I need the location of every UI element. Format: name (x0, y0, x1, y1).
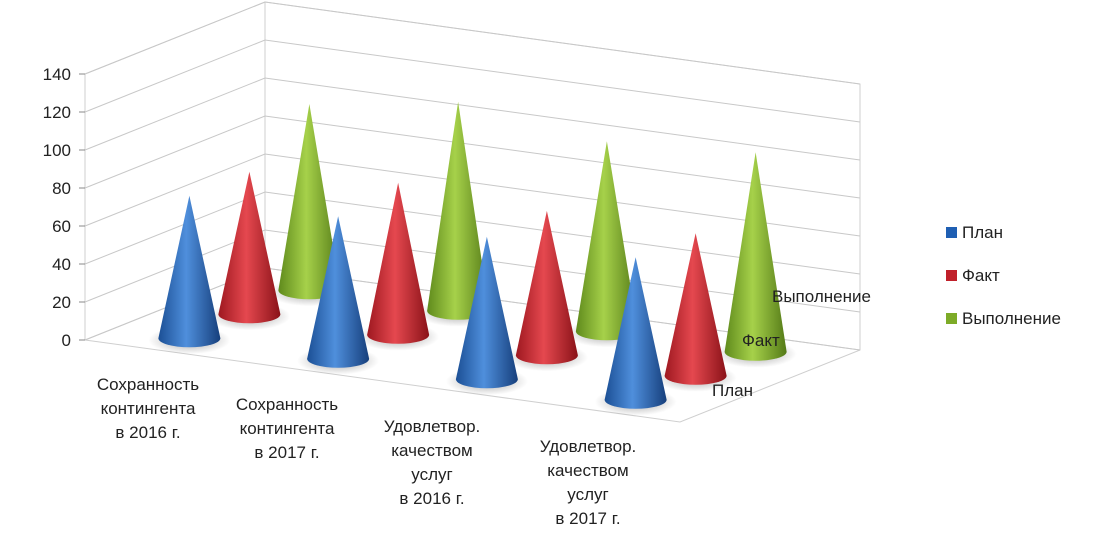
category-label-line: Сохранность (97, 375, 199, 394)
category-label-line: в 2017 г. (555, 509, 620, 528)
cone-Факт-0 (208, 171, 291, 331)
category-label-line: в 2017 г. (254, 443, 319, 462)
category-label-line: качеством (547, 461, 628, 480)
gridline (84, 153, 861, 237)
category-label-line: контингента (101, 399, 196, 418)
y-tick-label: 20 (52, 293, 71, 312)
cone-body (575, 141, 638, 341)
cone-Выполнение-3 (714, 152, 797, 368)
depth-label: План (712, 381, 753, 400)
legend-swatch (946, 270, 957, 281)
y-tick-label: 0 (62, 331, 71, 350)
category-label: Удовлетвор. качеством услуг в 2016 г. (384, 417, 481, 508)
cone-body (515, 210, 578, 365)
cone-Факт-2 (505, 210, 588, 372)
gridline (84, 1, 861, 85)
legend-swatch (946, 227, 957, 238)
category-label: Удовлетвор. качеством услуг в 2017 г. (540, 437, 637, 528)
cone-body (724, 152, 787, 361)
category-label-line: услуг (567, 485, 608, 504)
category-label-line: в 2016 г. (115, 423, 180, 442)
cone-План-3 (594, 257, 677, 416)
x-axis-labels: Сохранность контингента в 2016 г.Сохраннос… (97, 375, 636, 528)
cone-body (278, 104, 341, 300)
category-label-line: качеством (391, 441, 472, 460)
legend-label: Выполнение (962, 309, 1061, 328)
y-tick-label: 80 (52, 179, 71, 198)
legend-swatch (946, 313, 957, 324)
cone-План-1 (297, 216, 380, 375)
y-tick-label: 60 (52, 217, 71, 236)
y-tick-label: 100 (43, 141, 71, 160)
category-label: Сохранность контингента в 2017 г. (236, 395, 338, 462)
category-label-line: Сохранность (236, 395, 338, 414)
y-tick-label: 140 (43, 65, 71, 84)
depth-label: Факт (742, 331, 780, 350)
cone-body (158, 195, 221, 348)
cone-body (604, 257, 667, 409)
cone-План-2 (445, 236, 528, 396)
chart-cones (148, 101, 797, 416)
cone-body (664, 233, 727, 385)
cone-body (218, 171, 281, 324)
category-label-line: услуг (411, 465, 452, 484)
depth-axis-labels: План Факт Выполнение (712, 287, 871, 400)
category-label-line: Удовлетвор. (384, 417, 481, 436)
gridline (84, 115, 861, 199)
category-label-line: в 2016 г. (399, 489, 464, 508)
y-tick-label: 40 (52, 255, 71, 274)
depth-label: Выполнение (772, 287, 871, 306)
gridline (84, 191, 861, 275)
cone-body (427, 101, 490, 320)
gridline (84, 77, 861, 161)
cone-body (307, 216, 370, 368)
category-label-line: контингента (240, 419, 335, 438)
category-label-line: Удовлетвор. (540, 437, 637, 456)
cone-Факт-1 (357, 182, 440, 351)
cone-План-0 (148, 195, 231, 355)
y-axis-ticks: 0 20 40 60 80 100 120 140 (43, 65, 85, 350)
gridline (84, 229, 861, 313)
gridline (84, 39, 861, 123)
cone-body (367, 182, 430, 344)
y-tick-label: 120 (43, 103, 71, 122)
chart-legend: План Факт Выполнение (946, 223, 1061, 328)
legend-label: Факт (962, 266, 1000, 285)
category-label: Сохранность контингента в 2016 г. (97, 375, 199, 442)
cone-Факт-3 (654, 233, 737, 392)
cone-body (455, 236, 518, 389)
legend-label: План (962, 223, 1003, 242)
